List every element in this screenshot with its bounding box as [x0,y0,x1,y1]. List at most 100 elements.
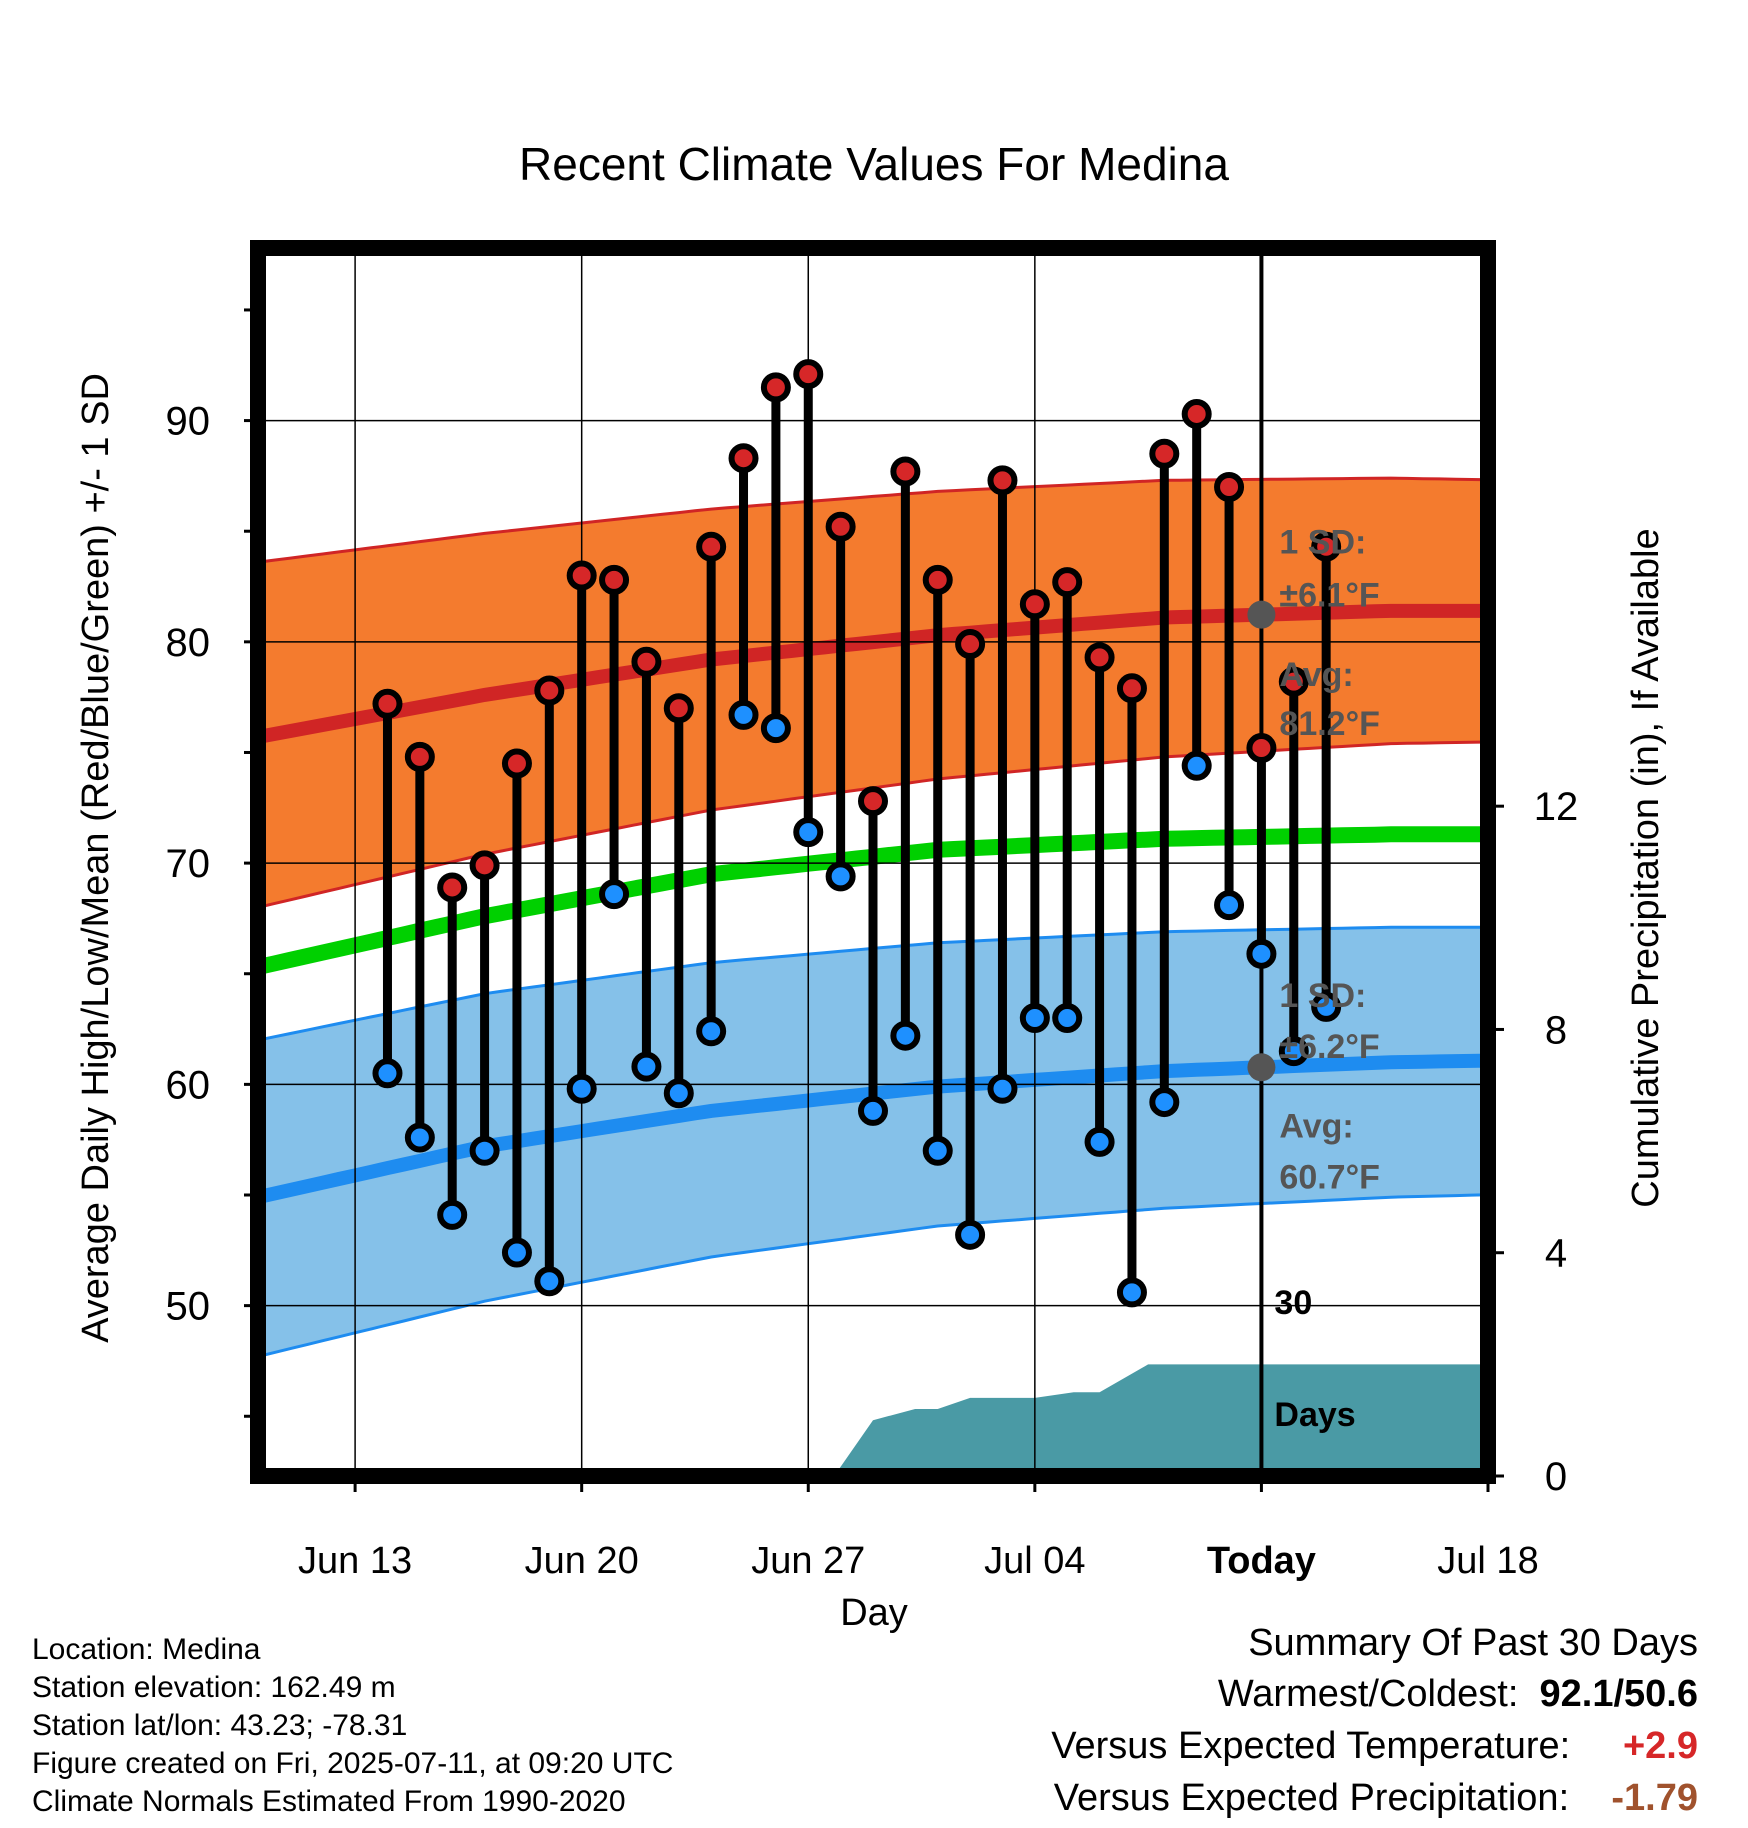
daily-high-point [890,456,921,487]
daily-high-point [1181,398,1212,429]
daily-low-point [1116,1277,1147,1308]
daily-high-point [372,688,403,719]
precip-label: Versus Expected Precipitation: [1053,1777,1570,1819]
days-label-number: 30 [1274,1284,1312,1322]
daily-high-point [566,560,597,591]
daily-high-point [1246,733,1277,764]
chart-title: Recent Climate Values For Medina [519,138,1229,190]
temp-value: +2.9 [1622,1725,1698,1767]
y2-tick-label: 8 [1545,1008,1567,1052]
high-sd-band [258,478,1488,908]
station-elevation: Station elevation: 162.49 m [32,1671,396,1704]
daily-low-point [760,713,791,744]
days-label-text: Days [1274,1396,1355,1434]
plot-area: 1 SD: ±6.1°F Avg: 81.2°F 1 SD: ±6.2°F Avg: 60.7… [166,240,1579,1582]
precip-value: -1.79 [1611,1777,1698,1819]
daily-high-point [1019,589,1050,620]
low-upper-line [258,925,1488,1042]
daily-high-point [1116,673,1147,704]
daily-high-point [858,786,888,817]
today-low-normal-marker [1247,1053,1276,1082]
daily-low-point [1084,1126,1115,1157]
temp-label: Versus Expected Temperature: [1051,1725,1571,1767]
daily-low-point [566,1073,597,1104]
summary-precip-row: Versus Expected Precipitation: -1.79 [1054,1779,1698,1817]
mean-normal-line [258,826,1488,975]
daily-low-point [987,1073,1018,1104]
daily-low-point [1246,938,1277,969]
daily-high-point [599,564,630,595]
figure-created: Figure created on Fri, 2025-07-11, at 09… [32,1747,674,1780]
high-avg-label: Avg: [1279,656,1353,694]
today-high-normal-marker [1247,600,1276,629]
daily-low-point [469,1135,500,1166]
daily-low-point [1214,890,1245,921]
station-latlon: Station lat/lon: 43.23; -78.31 [32,1709,408,1742]
daily-low-point [858,1095,888,1126]
daily-high-point [696,531,727,562]
daily-high-point [663,693,694,724]
daily-low-point [825,861,856,892]
daily-low-point [1278,1036,1309,1067]
high-sd-value: ±6.1°F [1279,576,1379,614]
daily-low-point [404,1122,435,1153]
high-avg-value: 81.2°F [1279,705,1380,743]
warmest-label: Warmest/Coldest: [1217,1673,1519,1715]
y-tick-label: 70 [166,842,211,886]
daily-low-point [728,699,759,730]
daily-low-point [922,1135,953,1166]
warmest-value: 92.1/50.6 [1539,1673,1698,1715]
low-sd-label: 1 SD: [1279,977,1366,1015]
daily-high-point [631,646,662,677]
station-location: Location: Medina [32,1633,261,1666]
daily-low-point [501,1237,532,1268]
low-sd-value: ±6.2°F [1279,1028,1379,1066]
daily-high-point [793,359,824,390]
y-axis-label: Average Daily High/Low/Mean (Red/Blue/Gr… [75,373,117,1343]
daily-low-point [793,817,824,848]
daily-high-point [760,372,791,403]
y-tick-label: 90 [166,400,211,444]
high-lower-line [258,740,1488,909]
summary-temp-row: Versus Expected Temperature: +2.9 [1051,1727,1698,1765]
daily-low-point [372,1058,403,1089]
daily-low-point [1052,1002,1083,1033]
daily-low-point [599,879,630,910]
y-tick-label: 50 [166,1285,211,1329]
y-tick-label: 60 [166,1063,211,1107]
low-avg-value: 60.7°F [1279,1158,1380,1196]
low-avg-label: Avg: [1279,1107,1353,1145]
daily-high-point [1311,531,1342,562]
daily-high-point [987,465,1018,496]
daily-high-point [955,629,986,660]
high-upper-line [258,476,1488,564]
x-tick-label: Jun 27 [751,1540,865,1582]
daily-low-point [534,1266,565,1297]
daily-low-point [631,1051,662,1082]
y2-tick-label: 0 [1545,1455,1567,1499]
high-normal-line [258,603,1488,744]
x-tick-label: Today [1207,1540,1316,1582]
summary-warmest-row: Warmest/Coldest: 92.1/50.6 [1218,1675,1698,1713]
daily-low-point [1149,1087,1180,1118]
daily-high-point [1278,666,1309,697]
y2-tick-label: 4 [1545,1232,1567,1276]
daily-high-point [437,872,468,903]
daily-high-point [501,748,532,779]
daily-low-point [955,1219,986,1250]
y2-axis-label: Cumulative Precipitation (in), If Availa… [1625,528,1667,1207]
x-tick-label: Jul 18 [1437,1540,1538,1582]
daily-high-point [825,511,856,542]
low-sd-band [258,927,1488,1357]
daily-high-point [469,850,500,881]
daily-low-point [1181,750,1212,781]
climate-normals-note: Climate Normals Estimated From 1990-2020 [32,1785,626,1818]
y2-tick-label: 12 [1534,785,1579,829]
x-tick-label: Jun 20 [525,1540,639,1582]
daily-high-point [1084,642,1115,673]
y-tick-label: 80 [166,621,211,665]
x-tick-label: Jul 04 [984,1540,1085,1582]
daily-low-point [1019,1002,1050,1033]
daily-low-point [437,1199,468,1230]
